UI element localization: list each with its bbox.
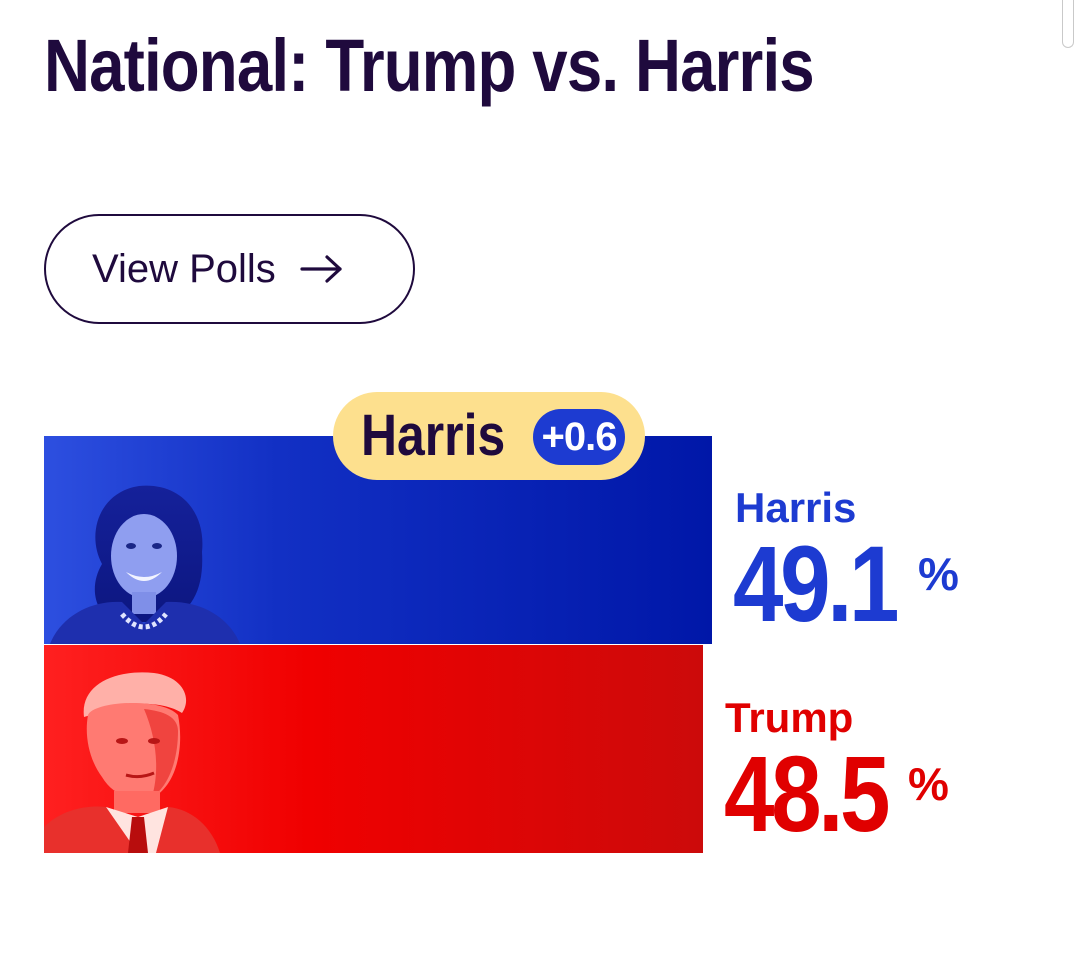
trump-value: 48.5 bbox=[724, 733, 890, 854]
view-polls-label: View Polls bbox=[92, 246, 276, 291]
leader-margin: +0.6 bbox=[533, 409, 625, 465]
trump-photo bbox=[44, 672, 220, 853]
leader-badge: Harris +0.6 bbox=[333, 392, 645, 480]
leader-name: Harris bbox=[361, 403, 506, 468]
trump-percent-sign: % bbox=[908, 758, 949, 810]
view-polls-button[interactable]: View Polls bbox=[44, 214, 415, 324]
harris-label: Harris bbox=[735, 484, 857, 531]
harris-photo bbox=[50, 485, 240, 644]
scrollbar[interactable] bbox=[1062, 0, 1074, 48]
page-title: National: Trump vs. Harris bbox=[44, 24, 815, 107]
harris-value: 49.1 bbox=[733, 523, 899, 644]
trump-label: Trump bbox=[725, 694, 854, 741]
trump-bar bbox=[44, 645, 703, 853]
arrow-right-icon bbox=[300, 255, 342, 283]
harris-percent-sign: % bbox=[918, 548, 959, 600]
